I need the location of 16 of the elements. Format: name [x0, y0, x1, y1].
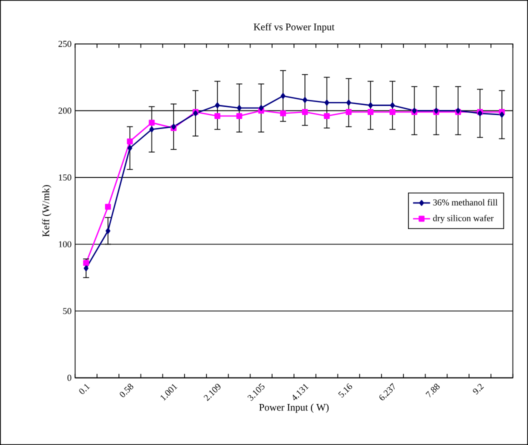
legend-label: dry silicon wafer: [433, 214, 494, 224]
y-tick-label: 0: [67, 374, 72, 381]
chart-title: Keff vs Power Input: [254, 23, 334, 32]
x-tick-label: 9.2: [472, 384, 484, 395]
x-tick-label: 7.88: [426, 384, 440, 398]
x-tick-label: 0.58: [120, 384, 134, 398]
y-tick-label: 150: [58, 174, 72, 180]
legend-label: 36% methanol fill: [433, 199, 498, 206]
y-axis-title: Keff (W/mk): [42, 185, 52, 237]
x-tick-label: 5.16: [338, 383, 352, 398]
y-tick-label: 200: [58, 108, 72, 114]
y-tick-label: 250: [58, 40, 72, 47]
x-axis-title: Power Input ( W): [259, 404, 329, 413]
y-tick-label: 100: [58, 241, 72, 248]
x-tick-label: 0.1: [79, 384, 90, 394]
y-tick-label: 50: [63, 308, 72, 314]
